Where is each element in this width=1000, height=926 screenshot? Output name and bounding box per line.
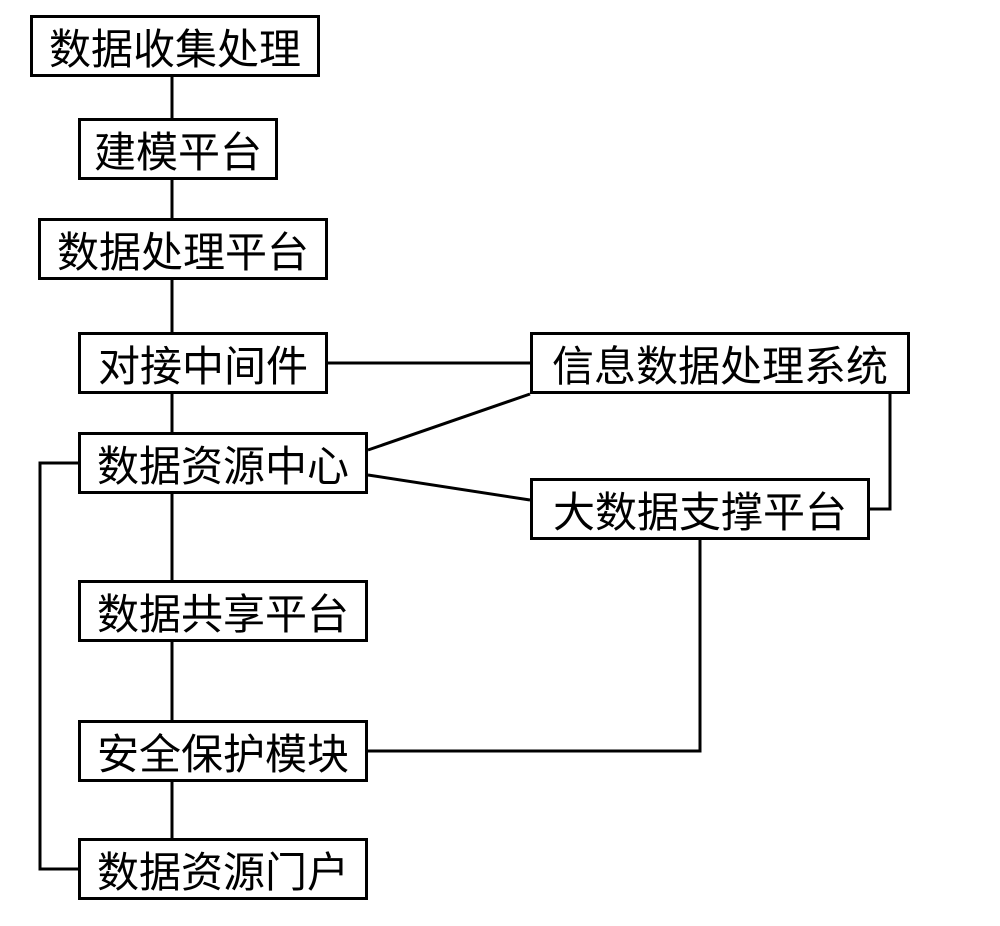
node-data-share: 数据共享平台	[78, 580, 368, 642]
edge-resource-center-to-info-system	[368, 394, 530, 450]
node-data-process: 数据处理平台	[38, 218, 328, 280]
edge-info-system-to-bigdata	[870, 394, 890, 509]
node-label: 数据共享平台	[97, 581, 349, 642]
node-label: 安全保护模块	[97, 721, 349, 782]
node-security: 安全保护模块	[78, 720, 368, 782]
node-label: 大数据支撑平台	[553, 479, 847, 540]
node-label: 数据资源门户	[97, 839, 349, 900]
node-label: 数据处理平台	[57, 219, 309, 280]
node-label: 数据收集处理	[49, 16, 301, 77]
node-label: 建模平台	[94, 119, 262, 180]
edge-resource-center-to-bigdata	[368, 475, 530, 500]
node-portal: 数据资源门户	[78, 838, 368, 900]
node-resource-center: 数据资源中心	[78, 432, 368, 494]
node-modeling: 建模平台	[78, 118, 278, 180]
node-middleware: 对接中间件	[78, 332, 328, 394]
node-bigdata: 大数据支撑平台	[530, 478, 870, 540]
edge-resource-center-to-portal	[40, 463, 78, 869]
node-info-system: 信息数据处理系统	[530, 332, 910, 394]
node-data-collect: 数据收集处理	[30, 15, 320, 77]
node-label: 信息数据处理系统	[552, 333, 888, 394]
edge-bigdata-to-security	[368, 540, 700, 751]
node-label: 对接中间件	[98, 333, 308, 394]
flowchart-canvas: 数据收集处理建模平台数据处理平台对接中间件数据资源中心数据共享平台安全保护模块数…	[0, 0, 1000, 926]
node-label: 数据资源中心	[97, 433, 349, 494]
